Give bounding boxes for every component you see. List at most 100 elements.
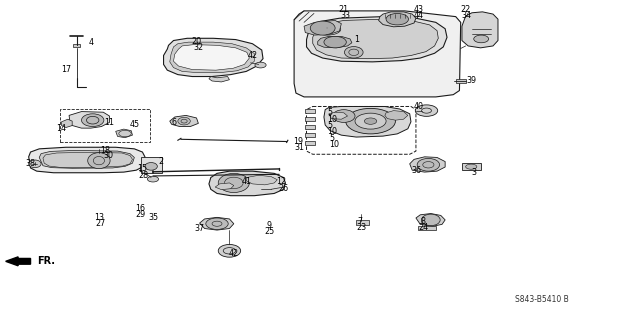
Ellipse shape <box>218 173 249 193</box>
Polygon shape <box>462 12 498 48</box>
Text: 37: 37 <box>194 224 205 233</box>
Text: 20: 20 <box>191 37 202 46</box>
Polygon shape <box>170 42 254 73</box>
Text: 31: 31 <box>294 143 304 152</box>
Text: 39: 39 <box>467 76 477 85</box>
Bar <box>462 163 480 170</box>
Ellipse shape <box>473 35 488 43</box>
Ellipse shape <box>416 105 438 116</box>
Ellipse shape <box>324 36 346 48</box>
Text: 5: 5 <box>328 121 333 130</box>
Text: 6: 6 <box>171 118 176 127</box>
Polygon shape <box>62 119 72 127</box>
Polygon shape <box>304 20 341 35</box>
Text: 42: 42 <box>247 51 257 60</box>
Bar <box>305 109 315 113</box>
Text: 2: 2 <box>158 157 164 166</box>
Text: 36: 36 <box>411 166 421 175</box>
Ellipse shape <box>386 13 409 25</box>
Polygon shape <box>246 175 277 185</box>
Polygon shape <box>410 157 445 172</box>
Text: 22: 22 <box>460 5 471 14</box>
Bar <box>455 79 465 83</box>
Bar <box>305 141 315 145</box>
Text: 21: 21 <box>339 5 349 14</box>
Text: 40: 40 <box>414 102 424 111</box>
Ellipse shape <box>310 21 335 35</box>
Text: 45: 45 <box>130 120 140 129</box>
Ellipse shape <box>29 160 41 168</box>
Bar <box>73 44 80 47</box>
Text: FR.: FR. <box>37 256 55 266</box>
Polygon shape <box>294 11 460 97</box>
Polygon shape <box>385 111 408 120</box>
Polygon shape <box>164 38 263 76</box>
Polygon shape <box>379 12 416 27</box>
Text: 43: 43 <box>414 5 424 14</box>
Ellipse shape <box>355 113 386 129</box>
Text: 7: 7 <box>358 217 363 226</box>
Ellipse shape <box>255 62 266 68</box>
Text: 28: 28 <box>138 171 149 180</box>
Polygon shape <box>313 19 439 59</box>
Text: 10: 10 <box>327 127 337 136</box>
Text: 16: 16 <box>136 204 146 213</box>
Text: 26: 26 <box>278 184 288 193</box>
Text: 17: 17 <box>61 65 71 74</box>
Text: 33: 33 <box>341 12 351 20</box>
Text: 27: 27 <box>95 219 105 228</box>
Text: 30: 30 <box>103 151 113 160</box>
Text: 5: 5 <box>330 134 335 143</box>
Polygon shape <box>329 112 348 119</box>
Text: 29: 29 <box>135 210 146 219</box>
Ellipse shape <box>218 244 240 257</box>
Ellipse shape <box>145 163 158 170</box>
Text: S843-B5410 B: S843-B5410 B <box>515 295 568 304</box>
Ellipse shape <box>422 214 440 226</box>
Polygon shape <box>307 17 447 62</box>
Text: 1: 1 <box>354 35 359 44</box>
Polygon shape <box>215 183 234 190</box>
Ellipse shape <box>465 164 477 169</box>
Text: 3: 3 <box>472 168 477 177</box>
Polygon shape <box>318 36 352 48</box>
Ellipse shape <box>345 47 363 58</box>
Bar <box>305 133 315 137</box>
Polygon shape <box>209 76 229 82</box>
Ellipse shape <box>88 153 110 169</box>
Bar <box>60 109 150 142</box>
Text: 4: 4 <box>88 38 93 47</box>
Text: 10: 10 <box>327 115 337 124</box>
Ellipse shape <box>148 176 159 182</box>
FancyArrow shape <box>6 257 31 266</box>
Bar <box>419 226 436 230</box>
Text: 12: 12 <box>277 177 287 186</box>
Polygon shape <box>170 116 198 126</box>
Polygon shape <box>209 171 285 196</box>
Text: 24: 24 <box>418 223 429 232</box>
Ellipse shape <box>346 108 396 134</box>
Text: 13: 13 <box>94 213 104 222</box>
Text: 18: 18 <box>100 146 110 155</box>
Polygon shape <box>29 147 145 173</box>
Text: 14: 14 <box>57 124 67 132</box>
Ellipse shape <box>82 114 104 126</box>
Polygon shape <box>69 112 110 128</box>
Polygon shape <box>116 129 133 138</box>
Text: 10: 10 <box>329 140 339 149</box>
Text: 9: 9 <box>267 221 272 230</box>
Ellipse shape <box>364 118 377 124</box>
Text: 23: 23 <box>356 223 366 232</box>
Polygon shape <box>324 107 411 137</box>
Polygon shape <box>416 213 445 226</box>
Ellipse shape <box>417 158 440 171</box>
Text: 8: 8 <box>421 217 426 226</box>
Text: 25: 25 <box>264 227 274 236</box>
Text: 42: 42 <box>229 249 239 258</box>
Text: 11: 11 <box>105 118 115 127</box>
Bar <box>141 157 163 173</box>
Bar <box>305 117 315 121</box>
Polygon shape <box>199 217 234 230</box>
Text: 32: 32 <box>193 43 204 52</box>
Text: 34: 34 <box>462 12 472 20</box>
